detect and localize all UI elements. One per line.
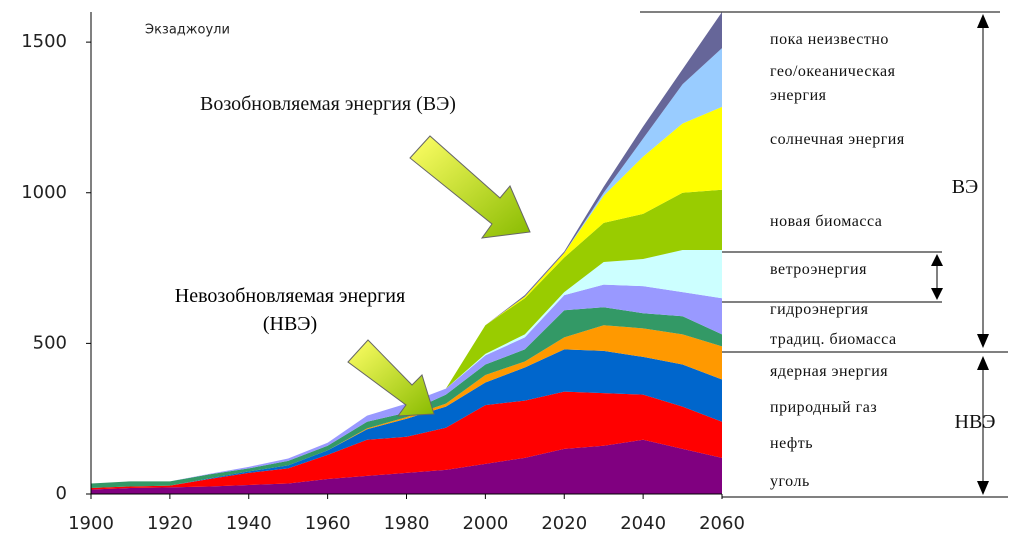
annotation: Невозобновляемая энергия (НВЭ)	[174, 285, 406, 335]
legend-entry: традиц. биомасса	[770, 331, 897, 348]
legend-entry: ветроэнергия	[770, 261, 867, 278]
y-axis-label: Экзаджоули	[145, 23, 230, 38]
area	[91, 439, 722, 494]
legend-entry: гидроэнергия	[770, 301, 869, 318]
legend-entry: пока неизвестно	[770, 31, 889, 48]
arrowheads	[931, 14, 989, 495]
area	[91, 106, 722, 484]
legend-entry: ядерная энергия	[770, 363, 889, 380]
y-tick-label: 1000	[21, 182, 67, 203]
legend-entry: гео/океаническая энергия	[770, 63, 896, 104]
arrow	[409, 135, 531, 239]
x-tick-label: 2060	[699, 513, 745, 534]
x-tick-label: 1940	[226, 513, 272, 534]
area	[91, 189, 722, 484]
legend-entry: новая биомасса	[770, 213, 883, 230]
brackets	[640, 11, 1008, 498]
x-tick-label: 1980	[384, 513, 430, 534]
y-tick-label: 1500	[21, 31, 67, 52]
area	[91, 391, 722, 490]
x-tick-label: 1900	[68, 513, 114, 534]
annotation: НВЭ	[955, 411, 996, 433]
annotation: Возобновляемая энергия (ВЭ)	[200, 93, 456, 115]
y-tick-label: 0	[56, 483, 67, 504]
legend-entry: природный газ	[770, 399, 878, 416]
area	[91, 249, 722, 484]
area	[91, 284, 722, 484]
arrow	[347, 339, 435, 417]
area	[91, 325, 722, 488]
x-tick-label: 2000	[462, 513, 508, 534]
x-tick-label: 1920	[147, 513, 193, 534]
legend-entry: нефть	[770, 435, 814, 452]
x-tick-label: 2020	[541, 513, 587, 534]
annotation: ВЭ	[952, 176, 979, 198]
areas	[91, 12, 722, 494]
area	[91, 307, 722, 488]
x-tick-label: 1960	[305, 513, 351, 534]
y-tick-label: 500	[33, 332, 67, 353]
legend-entry: солнечная энергия	[770, 131, 905, 148]
legend-entry: уголь	[770, 473, 810, 490]
x-tick-label: 2040	[620, 513, 666, 534]
